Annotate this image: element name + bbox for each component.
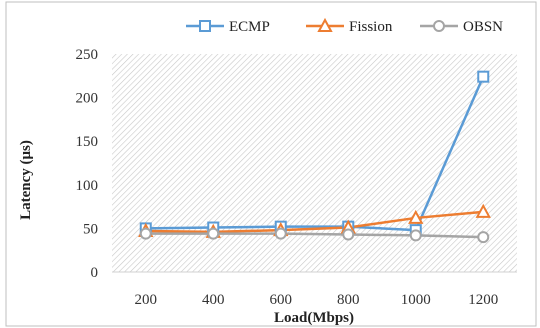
marker-ecmp-1200: [477, 70, 490, 83]
axes: 0 50 100 150 200 250 200 400 600 800 1000 1200: [76, 47, 517, 308]
y-tick-label-200: 200: [76, 91, 99, 107]
legend-label-obsn: OBSN: [463, 19, 503, 35]
y-tick-label-250: 250: [76, 47, 99, 63]
series-line-ecmp: [145, 76, 485, 232]
x-tick-label-400: 400: [202, 292, 225, 308]
series-markers: [138, 70, 491, 244]
series-line-obsn: [145, 232, 484, 239]
marker-obsn-1000: [409, 229, 422, 242]
y-tick-label-0: 0: [91, 265, 99, 281]
y-tick-label-100: 100: [76, 178, 99, 194]
marker-fission-1200: [475, 203, 491, 218]
marker-obsn-200: [139, 227, 152, 240]
series-line-fission: [145, 210, 484, 234]
x-tick-label-600: 600: [270, 292, 293, 308]
marker-obsn-600: [274, 227, 287, 240]
legend-label-ecmp: ECMP: [229, 19, 270, 35]
plot-area: [112, 54, 517, 272]
marker-obsn-400: [207, 227, 220, 240]
legend-marker-obsn: [433, 20, 445, 32]
marker-obsn-800: [342, 228, 355, 241]
x-tick-label-1000: 1000: [401, 292, 431, 308]
legend: ECMP Fission OBSN: [186, 17, 503, 35]
y-tick-label-50: 50: [83, 221, 98, 237]
legend-label-fission: Fission: [349, 19, 393, 35]
x-axis-title: Load(Mbps): [274, 310, 354, 326]
x-tick-label-800: 800: [337, 292, 360, 308]
marker-obsn-1200: [477, 231, 490, 244]
legend-marker-fission: [317, 17, 333, 32]
y-tick-label-150: 150: [76, 134, 99, 150]
legend-marker-ecmp: [199, 20, 211, 32]
y-axis-title: Latency (μs): [18, 140, 34, 220]
x-tick-label-1200: 1200: [468, 292, 498, 308]
x-tick-label-200: 200: [135, 292, 158, 308]
marker-fission-1000: [408, 209, 424, 224]
series-lines: [145, 76, 485, 239]
